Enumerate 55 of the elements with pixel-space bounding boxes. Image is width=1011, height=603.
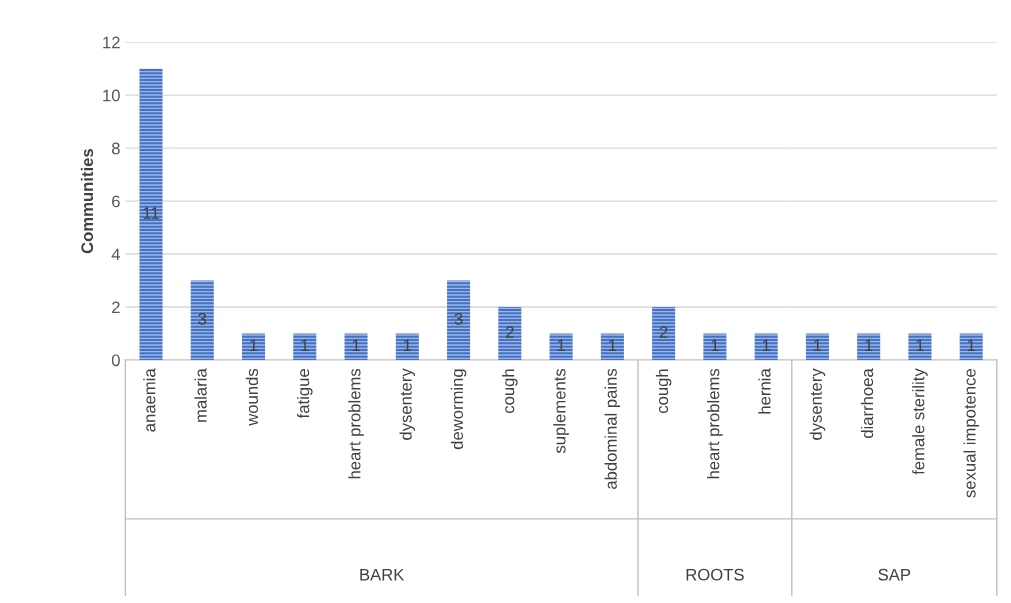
x-tick-label: heart problems bbox=[707, 368, 723, 479]
bar bbox=[395, 333, 419, 360]
x-tick-label: diarrhoea bbox=[860, 368, 874, 439]
bar bbox=[293, 333, 317, 360]
x-axis-title: SAP bbox=[878, 568, 911, 581]
x-tick-label: wounds bbox=[245, 368, 258, 426]
bar bbox=[139, 68, 163, 360]
y-tick-label: 0 bbox=[111, 354, 120, 367]
x-tick-label: female sterility bbox=[912, 368, 928, 475]
data-label: 1 bbox=[916, 339, 924, 352]
data-label: 2 bbox=[659, 326, 668, 338]
data-label: 1 bbox=[352, 339, 360, 352]
bar bbox=[600, 333, 624, 360]
x-axis-title: BARK bbox=[360, 568, 405, 581]
bar bbox=[549, 333, 573, 360]
bar bbox=[498, 307, 522, 360]
y-tick-label: 2 bbox=[112, 301, 120, 314]
x-tick-label: malaria bbox=[194, 368, 207, 422]
bar bbox=[241, 333, 266, 360]
x-tick-label: sexual impotence bbox=[963, 369, 979, 498]
x-tick-label: suplements bbox=[553, 368, 569, 454]
data-label: 1 bbox=[301, 339, 309, 352]
y-axis-title: Communities bbox=[80, 149, 94, 254]
x-tick-label: abdominal pains bbox=[604, 368, 621, 489]
x-tick-label: dysentery bbox=[399, 368, 416, 440]
data-label: 1 bbox=[711, 339, 719, 352]
data-label: 1 bbox=[762, 339, 770, 352]
y-tick-label: 12 bbox=[103, 36, 120, 49]
data-label: 3 bbox=[454, 312, 463, 325]
data-label: 1 bbox=[609, 339, 617, 352]
x-tick-label: fatigue bbox=[297, 369, 313, 419]
x-tick-label: hernia bbox=[758, 368, 771, 414]
data-label: 11 bbox=[143, 207, 159, 219]
data-label: 1 bbox=[250, 339, 258, 352]
x-tick-label: deworming bbox=[450, 369, 467, 450]
data-label: 1 bbox=[865, 339, 873, 352]
data-label: 1 bbox=[814, 339, 822, 352]
bar bbox=[190, 280, 214, 360]
y-tick-label: 4 bbox=[111, 248, 121, 261]
data-label: 2 bbox=[506, 326, 514, 338]
data-label: 1 bbox=[403, 339, 412, 352]
data-label: 1 bbox=[967, 339, 976, 352]
data-label: 3 bbox=[198, 312, 207, 325]
x-tick-label: anaemia bbox=[143, 368, 156, 432]
y-tick-label: 8 bbox=[111, 142, 120, 155]
x-tick-label: dysentery bbox=[809, 368, 826, 440]
x-tick-label: heart problems bbox=[348, 368, 364, 479]
x-axis-title: ROOTS bbox=[686, 568, 744, 581]
bar bbox=[344, 333, 368, 360]
x-tick-label: cough bbox=[502, 369, 518, 414]
y-tick-label: 10 bbox=[103, 89, 120, 102]
data-label: 1 bbox=[557, 339, 565, 352]
x-tick-label: cough bbox=[655, 369, 672, 414]
bar bbox=[447, 280, 471, 360]
y-tick-label: 6 bbox=[112, 195, 120, 208]
